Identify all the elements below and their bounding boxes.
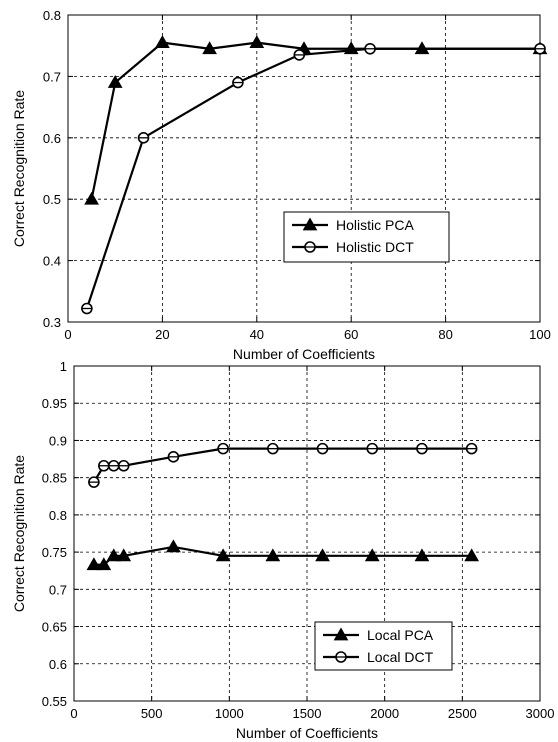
chart-2-y-tick-label-2: 0.65 [42,620,67,635]
chart-1-legend: Holistic PCA Holistic DCT [283,211,450,263]
chart-1-series-2 [81,42,546,315]
chart-1-legend-label-2: Holistic DCT [336,239,414,255]
chart-2-series-1-point-10 [414,548,430,562]
chart-1-x-tick-label-3: 60 [344,327,358,342]
chart-1-series-1 [84,35,548,205]
chart-2-series-2-point-4 [117,459,130,472]
chart-1-legend-label-1: Holistic PCA [336,217,414,233]
chart-2-series-1-point-9 [364,548,380,562]
chart-1-series-2-point-6 [534,42,546,55]
chart-2-series-2-point-7 [267,442,279,455]
chart-1-x-tick-label-4: 80 [438,327,452,342]
chart-2-y-tick-label-7: 0.9 [49,433,67,448]
chart-2-legend-label-2: Local DCT [367,649,434,665]
chart-1-series-1-line [90,41,540,200]
chart-2-series-2 [88,442,478,488]
chart-2-series-1-point-7 [265,548,281,562]
chart-1: 0 20 40 60 80 100 0.3 0.4 0.5 0.6 0.7 0.8 Number of … [11,8,551,362]
chart-1-y-tick-label-2: 0.5 [43,192,61,207]
chart-1-y-tick-label-4: 0.7 [43,69,61,84]
chart-2-x-tick-label-5: 2500 [448,706,477,721]
chart-2-series-2-point-9 [366,442,379,455]
chart-1-series-2-point-3 [232,76,244,89]
chart-2-legend: Local PCA Local DCT [314,621,453,671]
chart-2-x-tick-label-4: 2000 [370,706,399,721]
chart-1-x-axis-label: Number of Coefficients [233,346,375,362]
chart-2-series-1-point-4 [116,548,132,562]
chart-2-series-2-line [92,447,472,483]
chart-1-series-1-point-1 [84,191,99,205]
chart-2-y-tick-label-6: 0.85 [42,471,67,486]
chart-1-series-1-point-5 [249,35,265,49]
chart-2-series-1-point-3 [106,548,122,562]
chart-2-series-2-point-2 [98,459,110,472]
chart-2-x-tick-label-6: 3000 [526,706,555,721]
chart-1-y-tick-label-0: 0.3 [43,315,61,330]
chart-1-series-2-point-4 [293,49,306,61]
chart-2: 0 500 1000 1500 2000 2500 3000 0.55 0.6 0.65 0.7 0.… [11,359,554,741]
chart-2-legend-label-1: Local PCA [367,627,434,643]
chart-1-series-1-point-3 [155,35,170,49]
chart-2-y-tick-label-3: 0.7 [49,582,67,597]
chart-2-series-2-point-10 [416,442,428,455]
chart-2-y-tick-label-9: 1 [60,359,67,374]
chart-2-y-axis-label: Correct Recognition Rate [11,455,27,612]
chart-1-x-tick-label-0: 0 [64,327,71,342]
chart-1-series-1-point-2 [107,75,123,88]
chart-1-y-tick-label-1: 0.4 [43,254,61,269]
chart-2-series-1-point-1 [86,557,102,571]
chart-2-series-2-point-6 [217,442,229,455]
chart-1-y-axis-label: Correct Recognition Rate [11,90,27,247]
chart-2-series-1-point-2 [96,557,112,571]
chart-2-legend-box [314,621,453,671]
chart-1-plot-area [67,14,541,323]
chart-2-x-tick-label-3: 1500 [293,706,322,721]
chart-1-y-tick-label-5: 0.8 [43,8,61,23]
chart-1-legend-marker-2 [304,241,316,253]
chart-2-y-tick-label-5: 0.8 [49,508,67,523]
chart-1-x-tick-label-2: 40 [250,327,264,342]
chart-2-series-1 [86,539,480,571]
chart-2-series-1-point-6 [215,548,231,562]
chart-1-series-2-point-2 [137,132,150,144]
chart-2-y-tick-label-0: 0.55 [42,694,67,709]
chart-2-series-1-point-11 [464,548,480,562]
chart-1-x-tick-label-1: 20 [155,327,169,342]
chart-2-series-2-point-5 [167,451,180,463]
chart-2-series-2-point-8 [316,442,329,455]
chart-1-series-2-line [85,47,540,309]
chart-2-legend-marker-2 [335,651,347,663]
chart-2-series-1-point-5 [166,539,181,553]
chart-1-series-1-point-4 [202,41,217,55]
chart-2-x-tick-label-1: 500 [141,706,163,721]
chart-2-series-2-point-1 [88,476,100,488]
chart-2-x-tick-label-0: 0 [70,706,77,721]
chart-1-legend-marker-1 [302,217,318,231]
chart-2-y-tick-label-1: 0.6 [49,657,67,672]
chart-1-series-2-point-5 [364,42,376,55]
chart-1-series-2-point-1 [81,302,93,315]
chart-2-legend-marker-1 [333,627,349,641]
chart-2-series-1-point-8 [315,548,330,562]
chart-2-x-tick-label-2: 1000 [215,706,244,721]
chart-2-y-tick-label-8: 0.95 [42,396,67,411]
chart-2-series-1-line [93,545,472,566]
chart-2-y-tick-label-4: 0.75 [42,545,67,560]
chart-1-x-tick-label-5: 100 [529,327,551,342]
chart-1-y-tick-label-3: 0.6 [43,131,61,146]
chart-2-x-axis-label: Number of Coefficients [236,725,378,741]
chart-2-series-2-point-3 [107,459,120,472]
chart-2-series-2-point-11 [465,442,478,455]
